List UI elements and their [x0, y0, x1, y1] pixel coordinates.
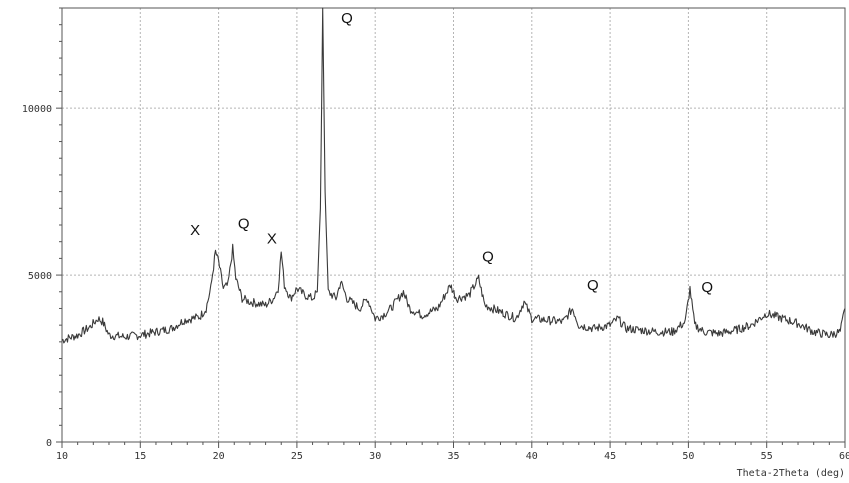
peak-label-q: Q — [238, 215, 250, 232]
x-tick-label: 25 — [291, 451, 303, 462]
x-tick-label: 15 — [134, 451, 146, 462]
y-tick-label: 0 — [46, 438, 52, 449]
peak-label-q: Q — [341, 10, 353, 27]
peak-label-q: Q — [701, 279, 713, 296]
peak-label-q: Q — [587, 277, 599, 294]
peak-label-x: X — [267, 230, 277, 247]
y-tick-label: 5000 — [28, 271, 52, 282]
series-layer — [61, 7, 846, 344]
x-tick-label: 50 — [682, 451, 694, 462]
x-tick-label: 60 — [839, 451, 849, 462]
x-axis-title: Theta-2Theta (deg) — [737, 468, 845, 479]
grid — [62, 8, 845, 442]
tick-marks — [56, 7, 846, 448]
diffraction-series-line — [61, 7, 846, 344]
x-tick-label: 45 — [604, 451, 616, 462]
tick-labels: 10 15 20 25 30 35 40 45 50 55 60 0 5000 10000 — [22, 104, 849, 462]
x-tick-label: 30 — [369, 451, 381, 462]
x-tick-label: 10 — [56, 451, 68, 462]
x-tick-label: 40 — [526, 451, 538, 462]
peak-label-x: X — [190, 222, 200, 239]
x-tick-label: 20 — [213, 451, 225, 462]
x-tick-label: 35 — [447, 451, 459, 462]
y-tick-label: 10000 — [22, 104, 52, 115]
x-tick-label: 55 — [761, 451, 773, 462]
peak-label-q: Q — [482, 249, 494, 266]
